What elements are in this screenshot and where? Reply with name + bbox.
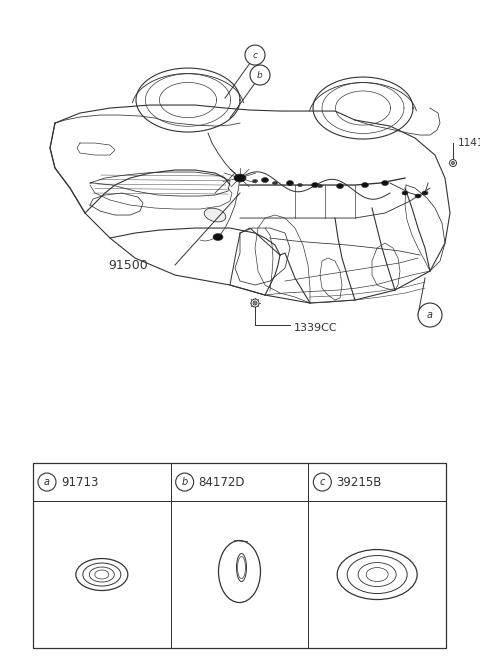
Text: 91500: 91500	[108, 258, 148, 272]
Circle shape	[251, 299, 259, 307]
Text: a: a	[427, 310, 433, 320]
Ellipse shape	[336, 184, 344, 188]
Ellipse shape	[213, 234, 223, 241]
Ellipse shape	[361, 182, 369, 188]
Text: c: c	[320, 477, 325, 487]
Text: b: b	[257, 71, 263, 79]
Text: 91713: 91713	[61, 476, 98, 489]
Bar	[33, 463, 446, 648]
Text: 1141AC: 1141AC	[458, 138, 480, 148]
Circle shape	[253, 301, 257, 305]
Ellipse shape	[317, 184, 323, 188]
Ellipse shape	[273, 182, 277, 184]
Text: 1339CC: 1339CC	[294, 323, 337, 333]
Ellipse shape	[402, 191, 408, 195]
Circle shape	[176, 473, 193, 491]
Text: b: b	[181, 477, 188, 487]
Circle shape	[418, 303, 442, 327]
Ellipse shape	[366, 567, 388, 581]
Ellipse shape	[234, 174, 246, 182]
Ellipse shape	[312, 182, 319, 188]
Circle shape	[250, 65, 270, 85]
Circle shape	[313, 473, 331, 491]
Circle shape	[449, 159, 456, 167]
Circle shape	[38, 473, 56, 491]
Ellipse shape	[422, 191, 428, 195]
Ellipse shape	[382, 180, 388, 186]
Ellipse shape	[287, 180, 293, 186]
Text: 39215B: 39215B	[336, 476, 382, 489]
Ellipse shape	[237, 554, 247, 581]
Ellipse shape	[95, 570, 109, 579]
Circle shape	[452, 161, 455, 165]
Ellipse shape	[415, 194, 421, 198]
Circle shape	[245, 45, 265, 65]
Ellipse shape	[204, 208, 226, 222]
Ellipse shape	[298, 184, 302, 186]
Text: c: c	[252, 51, 257, 60]
Text: a: a	[44, 477, 50, 487]
Ellipse shape	[262, 178, 268, 182]
Ellipse shape	[252, 180, 257, 182]
Text: 84172D: 84172D	[199, 476, 245, 489]
